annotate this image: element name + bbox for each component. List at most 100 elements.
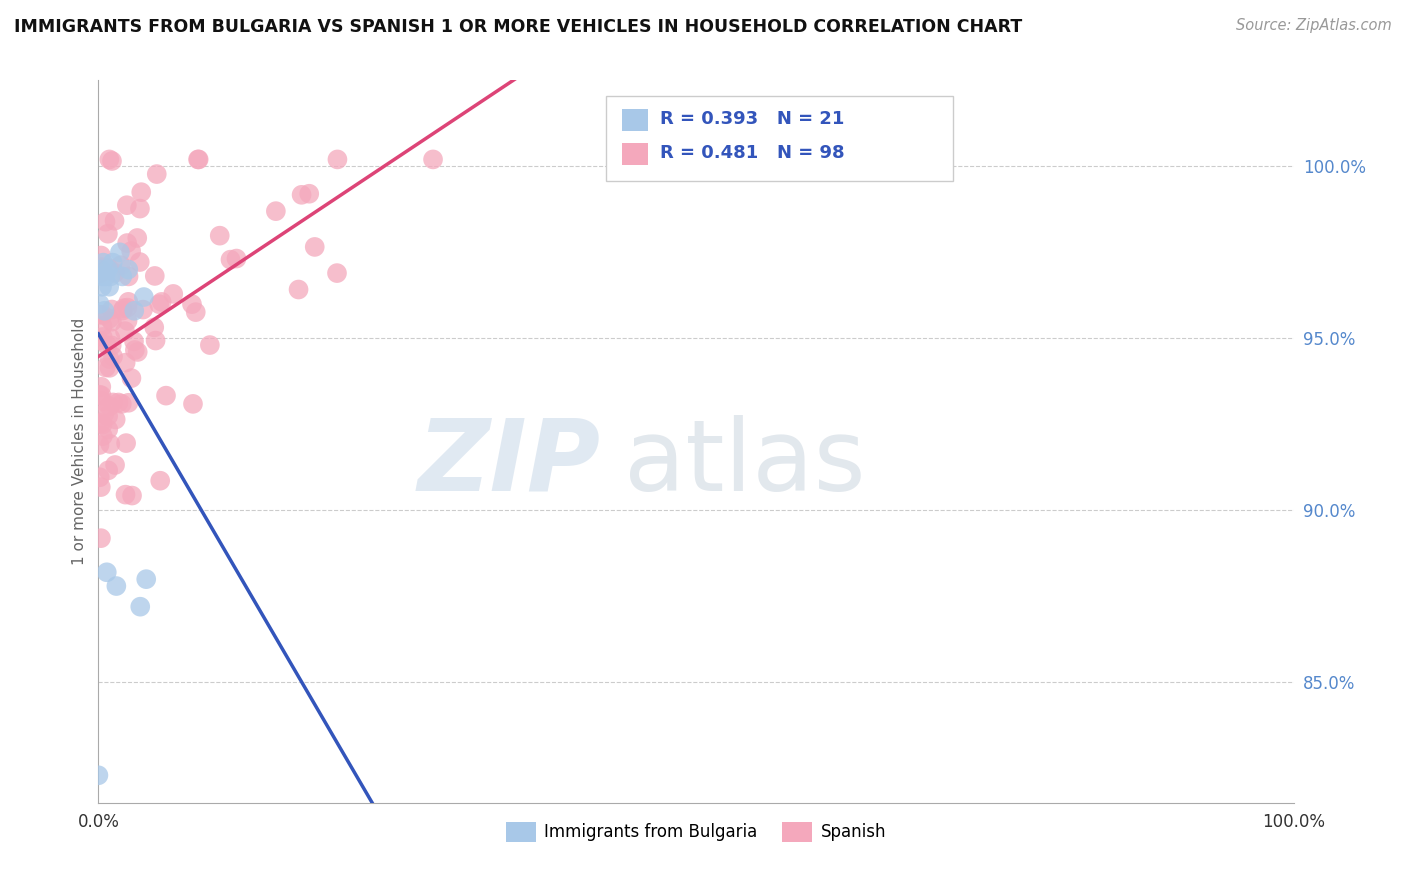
Point [91, 330, 114, 344]
Point [97, 227, 120, 241]
Point [91, 417, 114, 432]
Point [104, 458, 127, 472]
Point [90, 531, 112, 545]
Point [117, 301, 139, 315]
Point [101, 395, 124, 409]
Point [149, 474, 172, 488]
Point [90, 388, 112, 402]
Point [101, 255, 124, 269]
Point [225, 252, 247, 266]
Point [264, 204, 287, 219]
Point [122, 334, 145, 349]
Point [87, 768, 110, 782]
Point [326, 153, 349, 167]
Point [91, 255, 114, 269]
Point [94, 269, 117, 284]
Point [291, 187, 314, 202]
Point [87, 334, 110, 348]
Point [129, 599, 152, 614]
Point [90, 480, 112, 494]
Point [90, 248, 112, 262]
Point [181, 297, 204, 311]
Point [98, 352, 121, 367]
Point [101, 350, 124, 364]
Point [98, 269, 122, 284]
Point [117, 294, 139, 309]
Point [127, 345, 149, 359]
Point [97, 409, 120, 423]
Point [120, 371, 142, 385]
Point [124, 303, 146, 318]
Point [104, 412, 127, 426]
Point [208, 228, 231, 243]
Text: Source: ZipAtlas.com: Source: ZipAtlas.com [1236, 18, 1392, 33]
Point [114, 324, 136, 338]
Point [91, 279, 114, 293]
Point [89, 388, 111, 402]
Point [90, 416, 112, 430]
Point [162, 287, 184, 301]
Point [97, 463, 120, 477]
Point [117, 396, 139, 410]
Point [145, 167, 167, 181]
Point [94, 360, 117, 375]
Point [89, 470, 111, 484]
Point [98, 311, 121, 326]
Point [98, 400, 121, 414]
Point [98, 279, 121, 293]
Point [96, 566, 118, 580]
Point [111, 303, 134, 318]
FancyBboxPatch shape [606, 96, 953, 181]
Point [129, 185, 152, 199]
Point [181, 397, 204, 411]
FancyBboxPatch shape [621, 109, 648, 131]
Text: ZIP: ZIP [418, 415, 600, 512]
Text: R = 0.481   N = 98: R = 0.481 N = 98 [661, 144, 845, 161]
Point [101, 153, 124, 168]
Point [101, 315, 124, 329]
Point [422, 153, 444, 167]
Point [155, 389, 177, 403]
Point [97, 422, 120, 436]
Point [124, 343, 146, 357]
Point [111, 269, 134, 284]
Point [114, 356, 136, 370]
Point [184, 305, 207, 319]
Point [91, 319, 114, 334]
Point [187, 153, 209, 167]
Point [115, 436, 138, 450]
Point [91, 308, 114, 322]
Point [93, 303, 115, 318]
Text: IMMIGRANTS FROM BULGARIA VS SPANISH 1 OR MORE VEHICLES IN HOUSEHOLD CORRELATION : IMMIGRANTS FROM BULGARIA VS SPANISH 1 OR… [14, 18, 1022, 36]
Text: atlas: atlas [624, 415, 866, 512]
Point [115, 198, 138, 212]
Point [117, 269, 139, 284]
Point [100, 338, 122, 352]
Point [198, 338, 221, 352]
Point [89, 297, 111, 311]
Point [90, 260, 112, 275]
Y-axis label: 1 or more Vehicles in Household: 1 or more Vehicles in Household [72, 318, 87, 566]
Point [90, 394, 112, 409]
Point [107, 395, 129, 409]
Point [98, 360, 121, 375]
Point [120, 244, 142, 258]
Point [132, 302, 155, 317]
Point [98, 437, 121, 451]
Point [105, 579, 128, 593]
Point [115, 235, 138, 250]
Point [304, 240, 326, 254]
Point [112, 301, 135, 315]
Point [98, 153, 121, 167]
Point [97, 261, 120, 276]
Point [143, 320, 166, 334]
Point [91, 269, 114, 284]
Point [132, 290, 155, 304]
FancyBboxPatch shape [621, 143, 648, 165]
Point [187, 153, 209, 167]
Point [89, 308, 111, 322]
Point [121, 489, 143, 503]
Point [104, 266, 127, 280]
Point [117, 314, 139, 328]
Point [148, 297, 170, 311]
